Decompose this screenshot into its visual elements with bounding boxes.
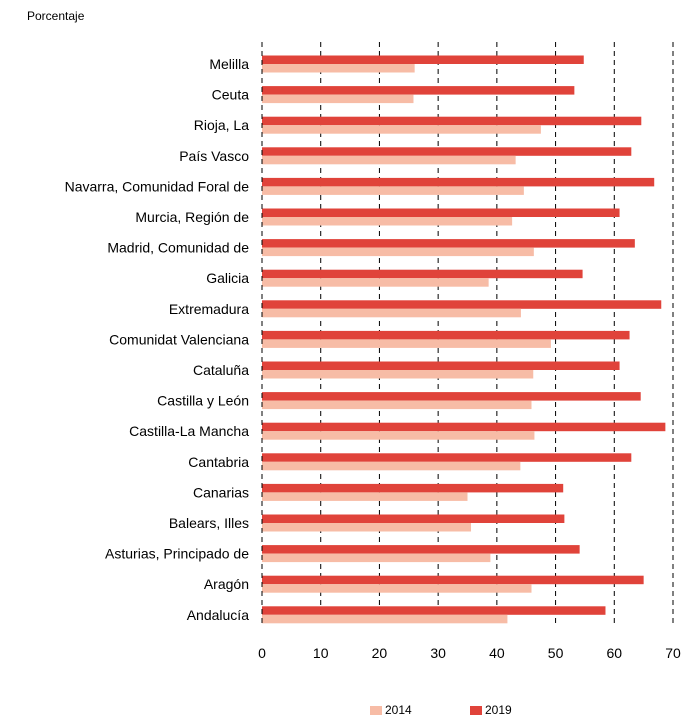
bar-chart-plot: Melilla Ceuta Rioja, La País Vasco Navarra, … — [65, 42, 681, 661]
bar-2014-16 — [262, 553, 491, 563]
x-tick-label: 30 — [430, 645, 446, 661]
category-label: Murcia, Región de — [135, 209, 249, 225]
legend-swatch-2019 — [470, 705, 482, 715]
category-label: Rioja, La — [194, 117, 249, 133]
legend-item-2014: 2014 — [370, 703, 412, 717]
bar-2019-16 — [262, 545, 580, 554]
bar-2014-7 — [262, 278, 489, 287]
bar-2014-13 — [262, 461, 521, 471]
category-label: Galicia — [206, 270, 249, 286]
legend-label-2014: 2014 — [385, 703, 412, 717]
bar-2019-5 — [262, 208, 620, 217]
bar-2019-4 — [262, 177, 655, 187]
x-tick-label: 70 — [665, 645, 681, 661]
bar-2014-8 — [262, 308, 521, 318]
x-tick-label: 20 — [372, 645, 388, 661]
bar-2014-10 — [262, 370, 534, 379]
category-label: Comunidat Valenciana — [109, 331, 249, 347]
legend-swatch-2014 — [370, 705, 382, 715]
x-tick-label: 10 — [313, 645, 329, 661]
bar-2019-6 — [262, 239, 635, 248]
bar-2019-10 — [262, 361, 620, 370]
category-label: Cataluña — [193, 362, 249, 378]
bar-2019-9 — [262, 330, 630, 340]
bar-2014-12 — [262, 431, 535, 440]
bar-2014-17 — [262, 584, 532, 593]
category-label: País Vasco — [179, 148, 249, 164]
category-label: Madrid, Comunidad de — [107, 240, 249, 256]
bar-2019-14 — [262, 483, 564, 493]
bar-2014-11 — [262, 400, 532, 410]
bar-2019-3 — [262, 147, 632, 156]
bar-2014-6 — [262, 247, 534, 257]
bar-2014-4 — [262, 186, 524, 195]
bar-2019-11 — [262, 392, 641, 401]
category-label: Ceuta — [212, 87, 250, 103]
category-label: Asturias, Principado de — [105, 546, 249, 562]
y-axis-title: Porcentaje — [27, 9, 85, 23]
legend-item-2019: 2019 — [470, 703, 512, 717]
x-tick-label: 40 — [489, 645, 505, 661]
category-label: Castilla y León — [157, 393, 249, 409]
bar-2014-0 — [262, 64, 415, 73]
category-label: Aragón — [204, 576, 249, 592]
bar-2019-12 — [262, 422, 666, 432]
bar-2014-3 — [262, 155, 516, 165]
bar-2014-9 — [262, 339, 551, 348]
bar-2019-7 — [262, 269, 583, 279]
bar-2019-8 — [262, 300, 662, 309]
bar-2014-15 — [262, 523, 472, 532]
bar-2014-18 — [262, 614, 508, 624]
legend-label-2019: 2019 — [485, 703, 512, 717]
category-label: Canarias — [193, 484, 249, 500]
bar-2019-17 — [262, 575, 644, 585]
bar-2019-2 — [262, 116, 642, 126]
category-label: Andalucía — [187, 607, 249, 623]
bar-2014-14 — [262, 492, 468, 501]
category-label: Extremadura — [169, 301, 249, 317]
bar-2019-18 — [262, 606, 606, 615]
category-label: Navarra, Comunidad Foral de — [65, 178, 250, 194]
bar-2019-0 — [262, 55, 584, 64]
bar-2014-2 — [262, 125, 541, 134]
bar-2019-15 — [262, 514, 565, 523]
category-label: Balears, Illes — [169, 515, 249, 531]
category-label: Cantabria — [188, 454, 249, 470]
x-tick-label: 60 — [606, 645, 622, 661]
bar-2014-5 — [262, 217, 513, 226]
bar-2019-1 — [262, 86, 575, 95]
x-tick-label: 0 — [258, 645, 266, 661]
bar-2014-1 — [262, 94, 414, 104]
bar-2019-13 — [262, 453, 632, 462]
x-tick-label: 50 — [548, 645, 564, 661]
category-label: Castilla-La Mancha — [129, 423, 249, 439]
category-label: Melilla — [209, 56, 249, 72]
